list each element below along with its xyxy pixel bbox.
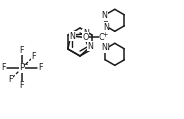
Text: F: F: [31, 52, 36, 61]
Text: P: P: [19, 64, 25, 72]
Text: F: F: [38, 64, 43, 72]
Text: F: F: [1, 64, 6, 72]
Text: N: N: [87, 42, 93, 51]
Text: N: N: [101, 43, 107, 52]
Text: N: N: [83, 29, 89, 38]
Text: O: O: [83, 33, 89, 42]
Text: C: C: [99, 33, 105, 42]
Text: N: N: [101, 11, 107, 20]
Text: N: N: [103, 23, 109, 32]
Text: −: −: [23, 62, 28, 68]
Text: +: +: [102, 32, 108, 38]
Text: N: N: [69, 32, 75, 41]
Text: F: F: [8, 75, 13, 84]
Text: N: N: [103, 43, 109, 52]
Text: F: F: [20, 81, 24, 90]
Text: F: F: [20, 46, 24, 55]
